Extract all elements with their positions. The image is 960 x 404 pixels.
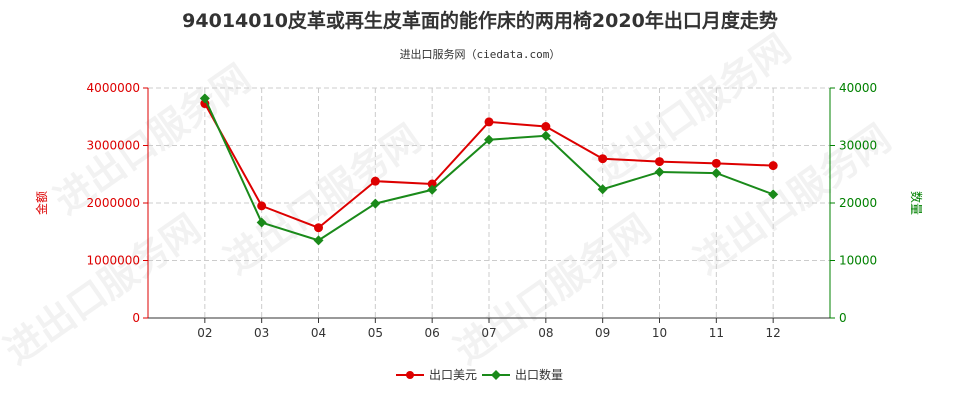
- series-0: [200, 99, 778, 233]
- data-point: [370, 198, 381, 209]
- axes: 0 0 1000000 10000 2000000 20000 3000000 30000 40…: [87, 81, 878, 340]
- data-point: [768, 161, 778, 171]
- x-tick-label: 07: [481, 326, 496, 340]
- data-point: [597, 184, 608, 195]
- data-point: [313, 235, 324, 246]
- x-tick-label: 11: [709, 326, 724, 340]
- data-point: [711, 168, 722, 179]
- legend-label-0: 出口美元: [429, 368, 477, 382]
- x-tick-label: 10: [652, 326, 667, 340]
- y-axis-right-title: 数量: [909, 191, 924, 215]
- x-tick-label: 04: [311, 326, 326, 340]
- y-left-tick-label: 3000000: [87, 139, 140, 153]
- data-point: [598, 154, 608, 164]
- data-point: [654, 166, 665, 177]
- y-axis-left-title: 金额: [34, 191, 49, 215]
- data-point: [541, 122, 551, 132]
- watermark-text: 进出口服务网: [587, 26, 799, 193]
- data-point: [540, 130, 551, 141]
- data-point: [484, 117, 494, 127]
- data-point: [370, 176, 380, 186]
- series-1: [199, 93, 779, 246]
- x-tick-label: 12: [766, 326, 781, 340]
- data-point: [427, 184, 438, 195]
- y-left-tick-label: 0: [132, 311, 140, 325]
- x-tick-label: 02: [197, 326, 212, 340]
- y-left-tick-label: 1000000: [87, 254, 140, 268]
- data-point: [257, 201, 267, 211]
- y-right-tick-label: 10000: [839, 254, 877, 268]
- y-right-tick-label: 0: [839, 311, 847, 325]
- legend-marker-0: [406, 371, 414, 379]
- x-tick-label: 05: [368, 326, 383, 340]
- data-point: [655, 157, 664, 167]
- data-point: [314, 223, 323, 233]
- data-point: [484, 134, 494, 145]
- y-left-tick-label: 4000000: [87, 81, 140, 95]
- watermark-text: 进出口服务网: [447, 206, 659, 373]
- chart-subtitle: 进出口服务网（ciedata.com）: [400, 47, 561, 61]
- data-point: [199, 93, 210, 104]
- data-point: [256, 217, 267, 228]
- x-tick-label: 08: [538, 326, 553, 340]
- x-tick-label: 03: [254, 326, 269, 340]
- y-right-tick-label: 30000: [839, 139, 877, 153]
- y-right-tick-label: 20000: [839, 196, 877, 210]
- watermark-text: 进出口服务网: [47, 56, 259, 223]
- y-left-tick-label: 2000000: [87, 196, 140, 210]
- legend-item-0[interactable]: 出口美元: [396, 368, 477, 382]
- watermark-text: 进出口服务网: [0, 206, 209, 373]
- legend-marker-1: [491, 370, 501, 380]
- y-right-tick-label: 40000: [839, 81, 877, 95]
- data-point: [768, 189, 779, 200]
- legend-label-1: 出口数量: [515, 367, 563, 382]
- x-tick-label: 09: [595, 326, 610, 340]
- legend-item-1[interactable]: 出口数量: [482, 367, 563, 382]
- series-layer: [199, 93, 779, 246]
- legend: 出口美元 出口数量: [396, 367, 563, 382]
- data-point: [711, 158, 721, 168]
- chart-title: 94014010皮革或再生皮革面的能作床的两用椅2020年出口月度走势: [182, 9, 778, 32]
- data-point: [427, 179, 437, 189]
- x-tick-label: 06: [425, 326, 440, 340]
